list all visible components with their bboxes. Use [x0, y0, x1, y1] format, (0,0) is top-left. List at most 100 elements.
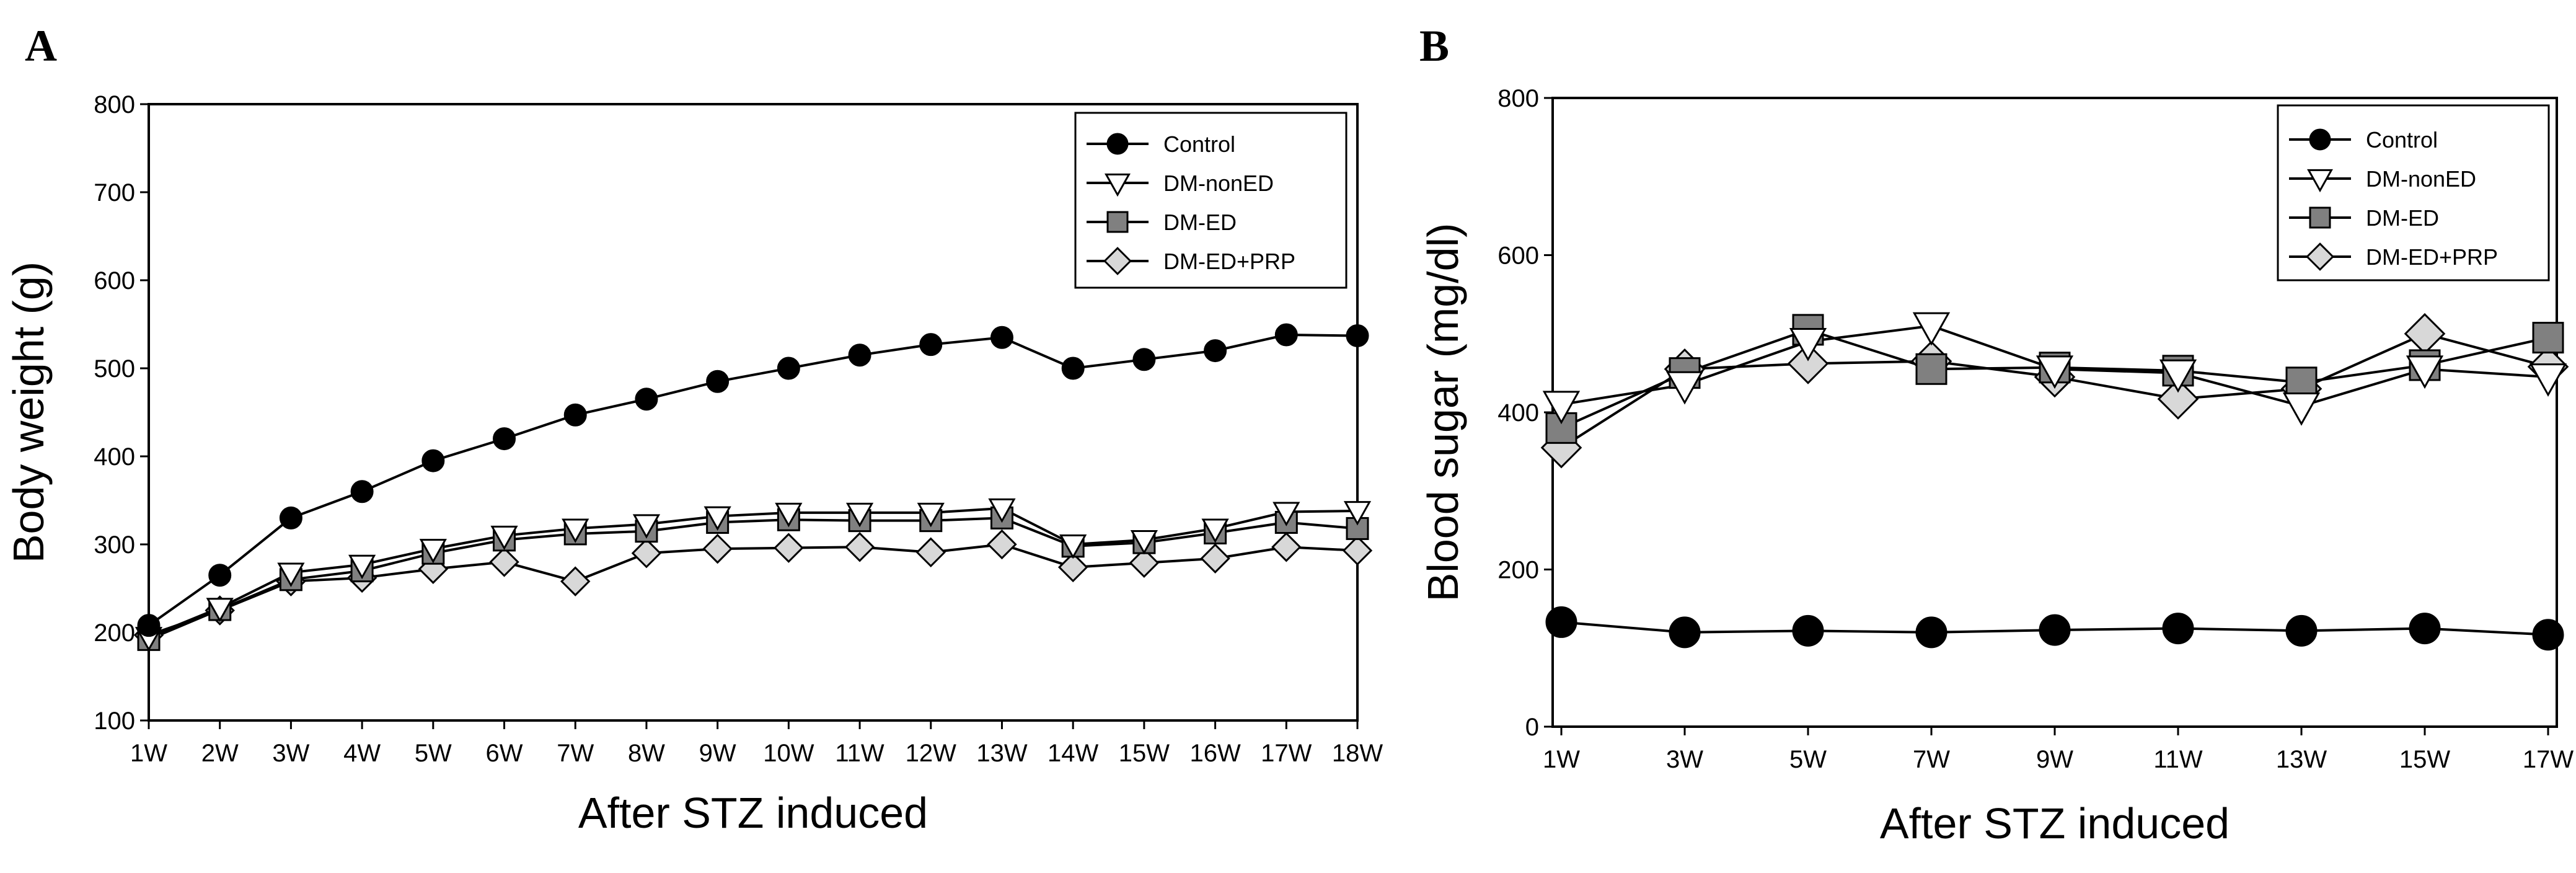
legend-marker-dm-ed-prp: [2306, 242, 2334, 271]
data-point-dm-noned: [419, 539, 447, 564]
legend-label-control: Control: [2366, 127, 2438, 153]
x-tick-label: 6W: [486, 740, 523, 767]
y-tick-label: 200: [1498, 557, 1539, 584]
x-tick-label: 7W: [557, 740, 594, 767]
legend-marker-dm-noned: [2307, 169, 2333, 193]
panel-b: B 0 200 400 600 800 1W 3W 5W 7W 9W 11W 13W 15W 17W Bloo…: [1419, 21, 2574, 848]
data-point-control: [563, 403, 587, 427]
x-tick-label: 11W: [2153, 746, 2203, 773]
plot-frame: [148, 103, 1359, 722]
data-point-dm-ed: [1545, 412, 1577, 444]
data-point-control: [848, 343, 871, 367]
x-tick-label: 9W: [2036, 746, 2073, 773]
y-tick-label: 300: [94, 531, 135, 559]
data-point-dm-ed-prp: [1129, 547, 1160, 578]
x-tick-label: 10W: [763, 740, 814, 767]
x-tick-label: 17W: [1261, 740, 1312, 767]
legend-label-dm-ed: DM-ED: [1163, 210, 1237, 235]
legend-marker-dm-ed: [1106, 211, 1129, 233]
legend-marker-dm-noned: [1105, 173, 1131, 197]
data-point-control: [137, 614, 161, 637]
x-tick-label: 3W: [272, 740, 309, 767]
data-point-dm-noned: [1665, 371, 1704, 405]
data-point-dm-ed-prp: [1200, 543, 1230, 574]
y-tick-label: 600: [1498, 242, 1539, 270]
data-point-control: [2285, 614, 2318, 647]
data-point-control: [1061, 357, 1085, 380]
data-point-dm-noned: [2036, 355, 2074, 389]
data-point-dm-ed-prp: [1342, 535, 1373, 566]
data-point-dm-ed: [2532, 322, 2564, 354]
data-point-control: [635, 388, 658, 411]
data-point-dm-noned: [988, 498, 1016, 523]
x-tick-label: 14W: [1048, 740, 1098, 767]
series-line-dm-noned: [148, 507, 1358, 638]
y-tick-label: 400: [1498, 399, 1539, 427]
x-tick-label: 18W: [1332, 740, 1383, 767]
legend-label-dm-noned: DM-nonED: [2366, 166, 2476, 192]
data-point-control: [1915, 616, 1947, 649]
data-point-dm-noned: [277, 562, 305, 587]
x-tick-label: 7W: [1913, 746, 1950, 773]
x-tick-label: 4W: [343, 740, 381, 767]
data-point-dm-ed-prp: [2404, 312, 2446, 355]
data-point-dm-ed: [1915, 353, 1947, 385]
data-point-dm-noned: [2159, 359, 2197, 393]
data-point-dm-ed-prp: [987, 529, 1017, 560]
data-point-control: [2532, 619, 2564, 651]
x-tick-label: 15W: [2399, 746, 2450, 773]
data-point-dm-ed: [2285, 366, 2318, 399]
data-point-control: [919, 333, 943, 357]
data-point-dm-ed-prp: [844, 532, 875, 562]
legend-label-dm-ed: DM-ED: [2366, 205, 2439, 231]
x-tick-label: 17W: [2523, 746, 2574, 773]
data-point-control: [279, 506, 302, 530]
x-tick-label: 1W: [1543, 746, 1580, 773]
series-line-control: [148, 334, 1358, 627]
data-point-dm-noned: [206, 598, 234, 623]
x-tick-label: 13W: [2276, 746, 2327, 773]
y-tick-label: 800: [1498, 85, 1539, 112]
y-tick-label: 400: [94, 443, 135, 471]
x-tick-label: 8W: [628, 740, 665, 767]
series-line-dm-ed: [148, 516, 1358, 641]
panel-label: B: [1419, 21, 1449, 71]
data-point-dm-noned: [845, 502, 874, 528]
x-tick-label: 5W: [1789, 746, 1827, 773]
data-point-dm-noned: [704, 506, 731, 531]
data-point-dm-noned: [1542, 391, 1581, 425]
data-point-dm-ed-prp: [560, 566, 591, 596]
data-point-control: [1204, 339, 1227, 363]
x-tick-label: 11W: [835, 740, 884, 767]
y-tick-label: 800: [94, 91, 135, 118]
data-point-dm-noned: [632, 514, 661, 539]
data-point-control: [1545, 606, 1577, 638]
x-tick-label: 5W: [415, 740, 452, 767]
data-point-dm-noned: [1273, 502, 1300, 526]
data-point-dm-ed-prp: [702, 533, 733, 564]
x-tick-label: 13W: [976, 740, 1027, 767]
data-point-control: [706, 370, 730, 393]
data-point-dm-noned: [1201, 518, 1229, 543]
x-tick-label: 3W: [1666, 746, 1703, 773]
x-axis-title: After STZ induced: [578, 789, 928, 837]
data-point-control: [1792, 614, 1824, 647]
x-tick-label: 9W: [699, 740, 736, 767]
data-point-dm-noned: [1130, 530, 1158, 555]
legend-marker-dm-ed: [2309, 206, 2331, 229]
data-point-dm-noned: [2282, 392, 2321, 426]
data-point-dm-noned: [1059, 534, 1087, 559]
y-axis-title: Blood sugar (mg/dl): [1419, 223, 1467, 602]
y-tick-label: 100: [94, 707, 135, 735]
data-point-control: [1274, 323, 1298, 347]
data-point-dm-noned: [348, 554, 376, 580]
data-point-dm-noned: [562, 518, 589, 543]
data-point-control: [421, 449, 445, 472]
x-tick-label: 12W: [906, 740, 956, 767]
panel-label: A: [25, 21, 57, 71]
data-point-dm-ed-prp: [915, 537, 946, 568]
data-point-dm-ed-prp: [1057, 552, 1088, 583]
data-point-control: [2162, 613, 2194, 645]
data-point-dm-noned: [1789, 328, 1827, 361]
data-point-dm-noned: [490, 525, 518, 551]
